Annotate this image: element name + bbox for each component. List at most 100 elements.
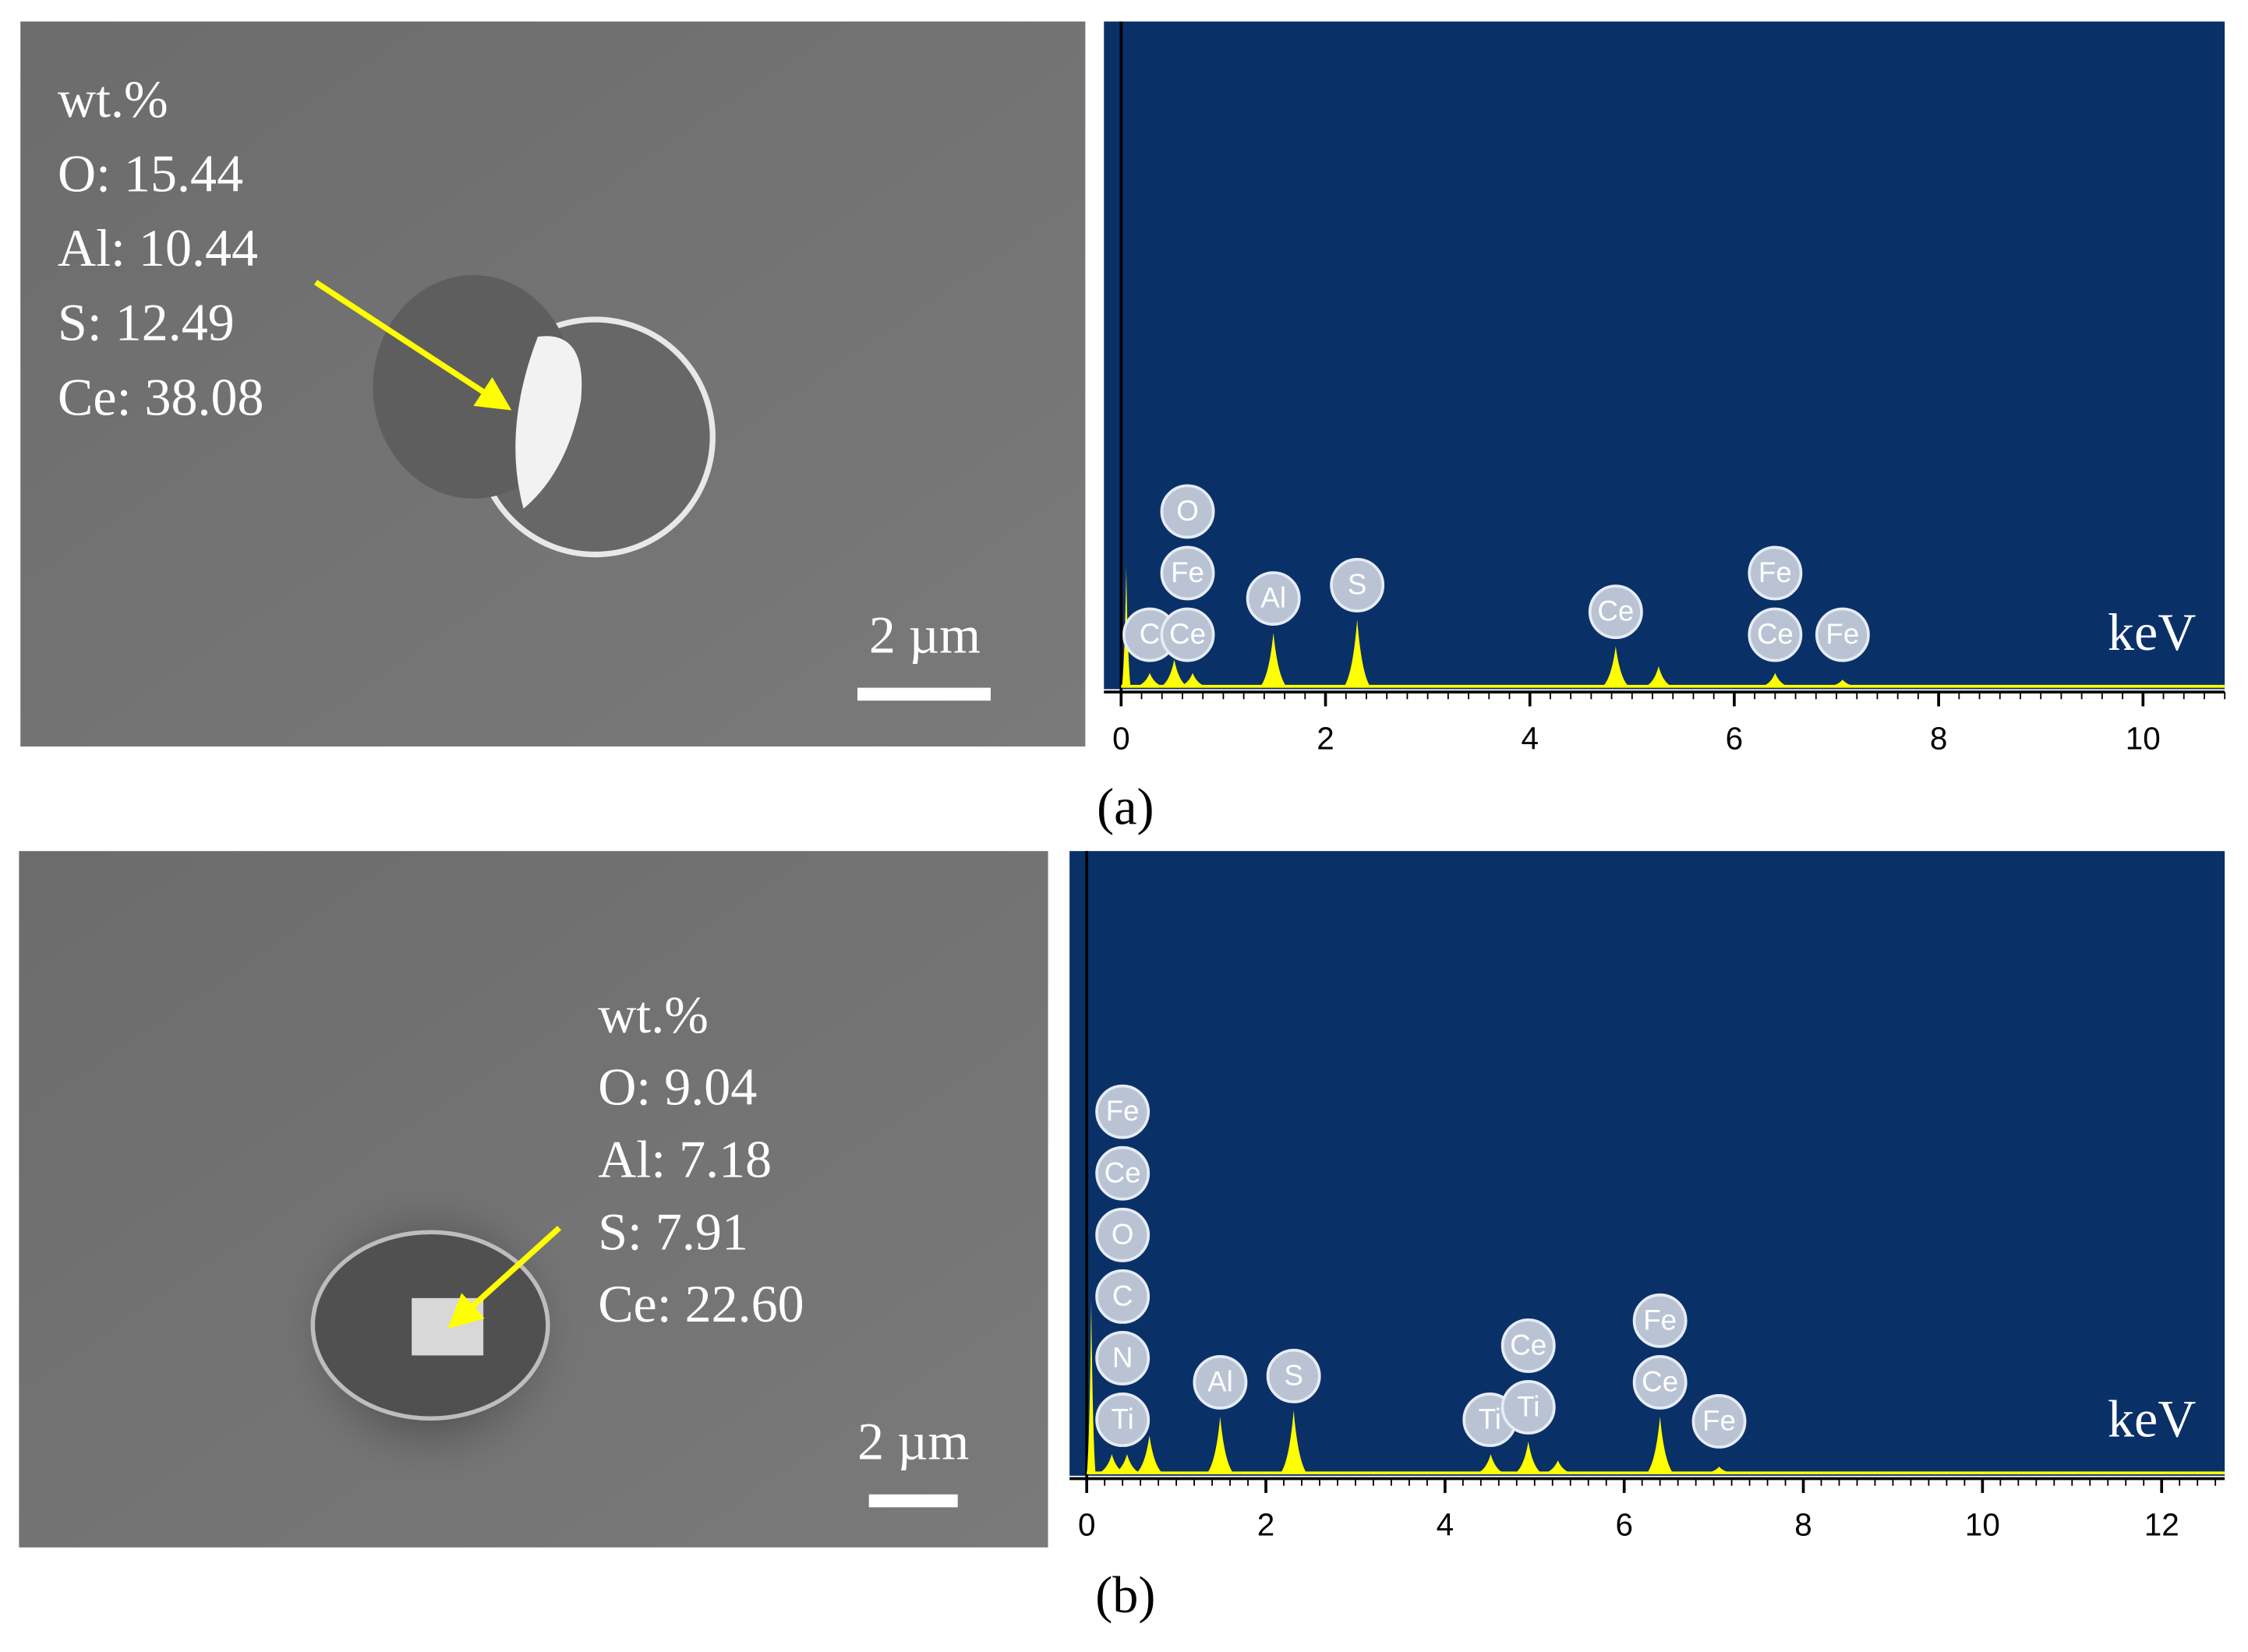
element-label: Ce — [1169, 618, 1206, 650]
element-badge — [1500, 1318, 1556, 1373]
x-tick-label: 2 — [1317, 720, 1334, 756]
element-badge — [1160, 484, 1215, 539]
peak — [1344, 620, 1370, 687]
axis-unit: keV — [2108, 602, 2196, 662]
peak — [1515, 1442, 1542, 1474]
peak — [1545, 1460, 1571, 1474]
x-tick-label: 6 — [1615, 1507, 1633, 1543]
peak — [1281, 1410, 1307, 1474]
element-label: Ce — [1105, 1156, 1141, 1188]
content: wt.% O: 15.44 Al: 10.44 S: 12.49 Ce: 38.08 2 … — [58, 21, 2226, 1624]
peak — [1762, 672, 1788, 687]
scale-bar — [857, 687, 991, 701]
peak — [1260, 633, 1287, 687]
element-label: O — [1176, 495, 1199, 527]
x-tick-label: 10 — [1965, 1507, 2000, 1543]
element-label: Ce — [1597, 595, 1634, 627]
peak — [1161, 659, 1188, 687]
element-badge — [1095, 1145, 1151, 1201]
panel-label: (b) — [1095, 1567, 1155, 1624]
element-label: Fe — [1171, 556, 1204, 588]
annotation: wt.% — [598, 985, 709, 1044]
element-label: Al — [1260, 582, 1286, 614]
element-badge — [1748, 607, 1803, 662]
panel-label: (a) — [1097, 779, 1154, 836]
element-badge — [1691, 1394, 1747, 1449]
peak — [1477, 1454, 1504, 1474]
particle — [515, 336, 582, 509]
peak — [1645, 666, 1672, 687]
x-tick-label: 10 — [2126, 720, 2161, 756]
element-label: O — [1112, 1218, 1134, 1250]
x-tick-label: 2 — [1257, 1507, 1275, 1543]
arrow — [313, 280, 512, 411]
element-label: S — [1284, 1359, 1303, 1391]
peak — [1098, 1454, 1125, 1474]
x-tick-label: 8 — [1794, 1507, 1812, 1543]
element-label: C — [1140, 618, 1161, 650]
element-label: N — [1112, 1341, 1133, 1373]
element-badge — [1632, 1293, 1688, 1348]
element-label: Fe — [1758, 556, 1792, 588]
x-tick-label: 4 — [1521, 720, 1539, 756]
element-badge — [1246, 571, 1301, 626]
annotation: Ce: 22.60 — [598, 1274, 804, 1333]
element-label: C — [1112, 1280, 1133, 1311]
element-badge — [1748, 545, 1803, 601]
element-label: Ce — [1757, 618, 1794, 650]
annotation: S: 7.91 — [598, 1202, 748, 1261]
axis-unit: keV — [2108, 1389, 2196, 1448]
peak — [1647, 1417, 1674, 1474]
element-label: Fe — [1826, 618, 1859, 650]
scale-bar-label: 2 µm — [857, 1412, 969, 1471]
scale-bar — [868, 1494, 958, 1508]
element-badge — [1266, 1348, 1321, 1403]
element-badge — [1815, 607, 1870, 662]
peak — [1207, 1417, 1233, 1474]
element-label: Fe — [1702, 1405, 1736, 1437]
peak — [1114, 1454, 1140, 1474]
annotation: O: 9.04 — [598, 1057, 757, 1117]
x-tick-label: 0 — [1078, 1507, 1096, 1543]
element-label: Ce — [1642, 1365, 1678, 1397]
x-tick-label: 6 — [1726, 720, 1744, 756]
element-badge — [1095, 1084, 1151, 1139]
arrow — [447, 1226, 562, 1329]
peak — [1136, 672, 1163, 687]
element-badge — [1160, 545, 1215, 601]
annotation: O: 15.44 — [58, 143, 243, 203]
element-badge — [1095, 1207, 1151, 1262]
peak — [1136, 1435, 1163, 1474]
x-tick-label: 4 — [1437, 1507, 1454, 1543]
element-badge — [1095, 1330, 1151, 1385]
peak — [1179, 672, 1206, 687]
element-label: Al — [1207, 1365, 1233, 1397]
element-label: Fe — [1106, 1095, 1140, 1127]
peak — [1087, 1297, 1096, 1474]
scale-bar-label: 2 µm — [869, 605, 981, 665]
x-tick-label: 0 — [1112, 720, 1129, 756]
element-badge — [1500, 1380, 1556, 1435]
element-label: Ti — [1479, 1403, 1501, 1435]
annotation: wt.% — [58, 69, 168, 129]
element-label: S — [1348, 568, 1367, 600]
x-tick-label: 12 — [2144, 1507, 2179, 1543]
element-label: Ti — [1517, 1391, 1539, 1423]
element-label: Fe — [1643, 1304, 1677, 1336]
peak — [1603, 646, 1629, 687]
element-badge — [1095, 1269, 1151, 1324]
peak — [1829, 680, 1856, 687]
x-tick-label: 8 — [1930, 720, 1948, 756]
element-badge — [1632, 1354, 1688, 1410]
element-badge — [1588, 584, 1643, 640]
element-badge — [1160, 607, 1215, 662]
element-badge — [1095, 1393, 1151, 1447]
peak — [1705, 1467, 1733, 1474]
element-label: Ti — [1112, 1403, 1134, 1435]
annotation: Al: 7.18 — [598, 1129, 772, 1188]
annotation: S: 12.49 — [58, 293, 235, 352]
element-badge — [1330, 557, 1385, 612]
annotation: Al: 10.44 — [58, 218, 258, 277]
element-badge — [1193, 1354, 1248, 1410]
